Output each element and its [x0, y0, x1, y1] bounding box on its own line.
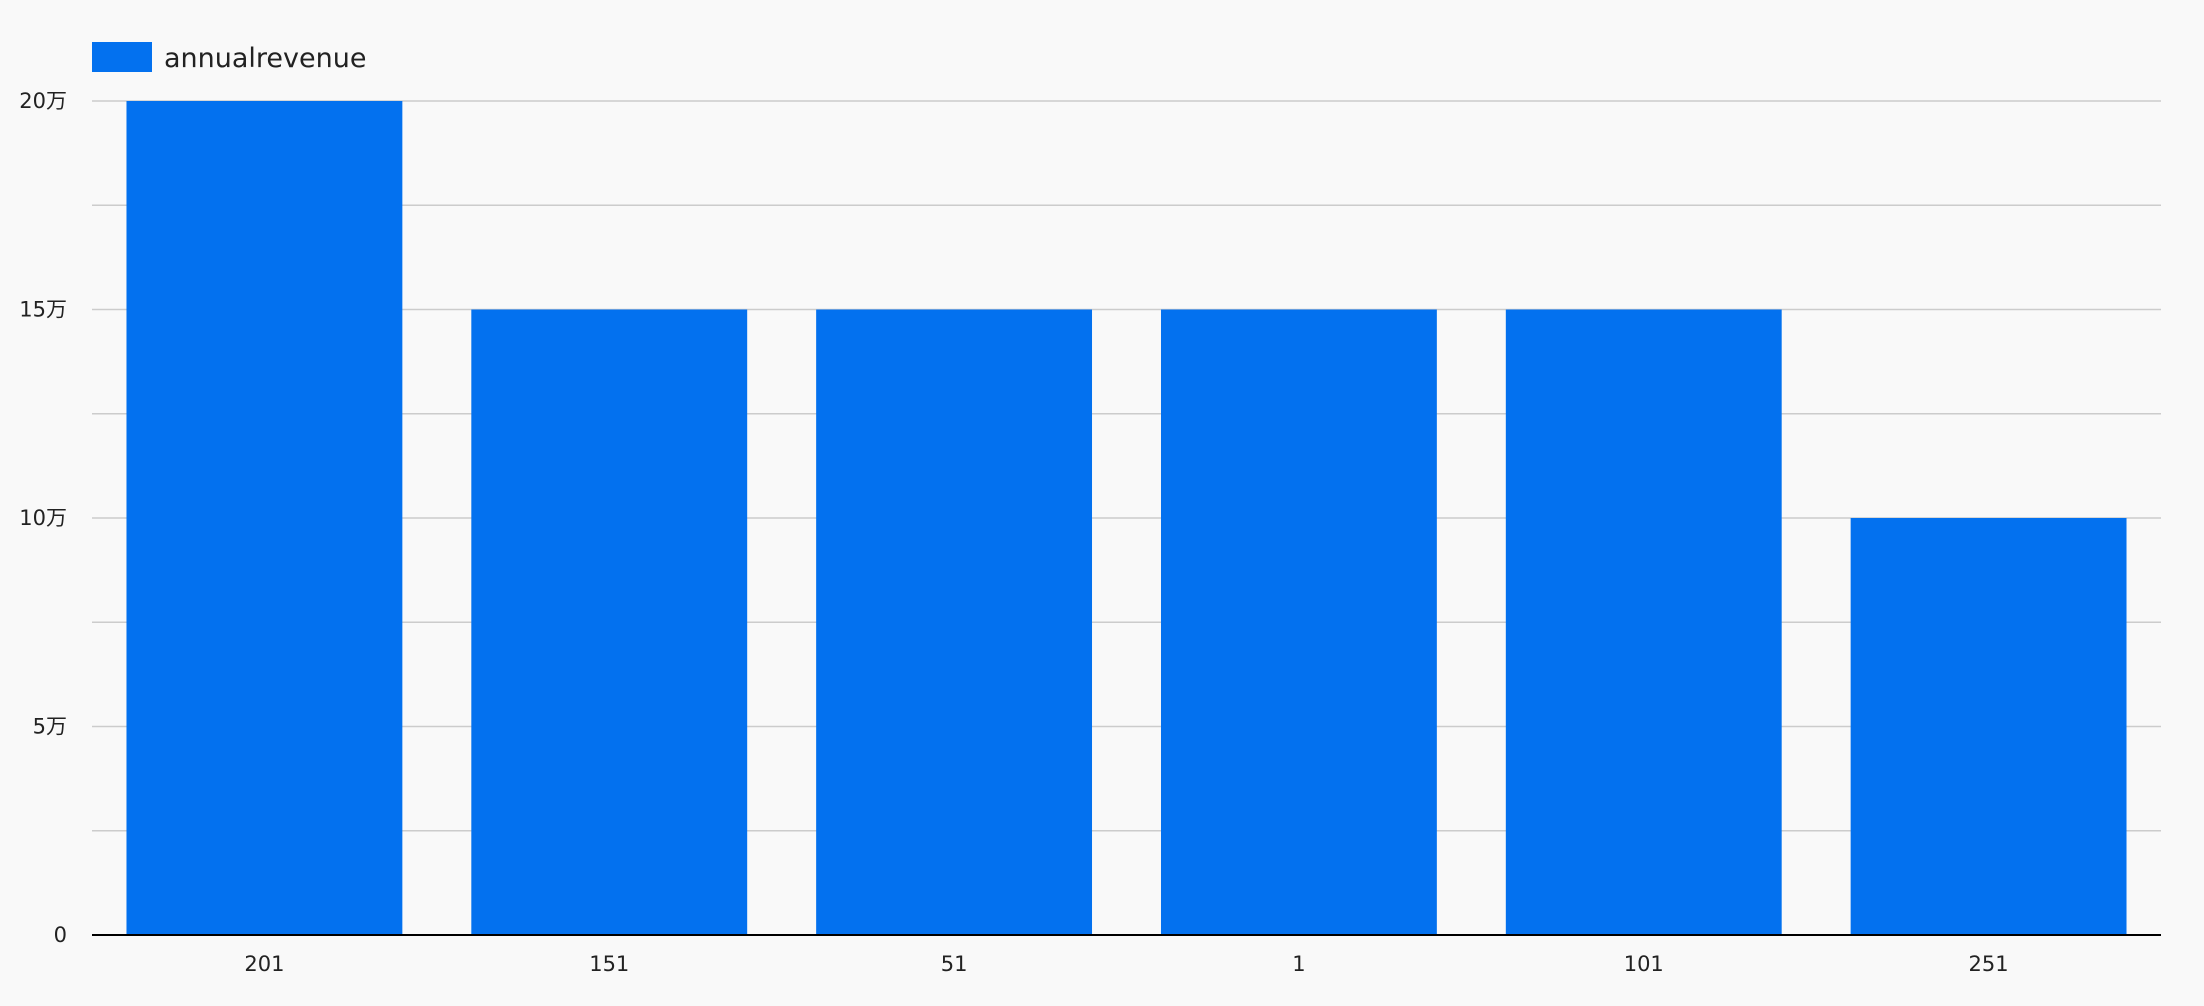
bar-101[interactable]	[1505, 309, 1782, 936]
bar-1[interactable]	[1160, 309, 1437, 936]
bar-251[interactable]	[1850, 518, 2127, 935]
gridlines	[92, 100, 2161, 832]
y-tick-label: 5万	[33, 715, 67, 739]
x-tick-label: 151	[589, 952, 629, 976]
legend: annualrevenue	[92, 42, 366, 74]
x-tick-label: 1	[1292, 952, 1305, 976]
y-tick-label: 0	[54, 923, 67, 947]
x-tick-label: 201	[244, 952, 284, 976]
y-tick-label: 10万	[19, 506, 67, 530]
bar-201[interactable]	[126, 101, 403, 935]
y-tick-label: 15万	[19, 298, 67, 322]
bar-51[interactable]	[816, 309, 1093, 936]
legend-swatch	[92, 42, 152, 72]
bars	[126, 101, 2127, 936]
legend-label: annualrevenue	[164, 43, 366, 74]
x-tick-label: 51	[941, 952, 968, 976]
y-tick-label: 20万	[19, 89, 67, 113]
bar-151[interactable]	[471, 309, 748, 936]
x-tick-label: 251	[1969, 952, 2009, 976]
x-tick-label: 101	[1624, 952, 1664, 976]
axes: 0 5万 10万 15万 20万 201 151 51 1 101 251	[19, 89, 2161, 976]
